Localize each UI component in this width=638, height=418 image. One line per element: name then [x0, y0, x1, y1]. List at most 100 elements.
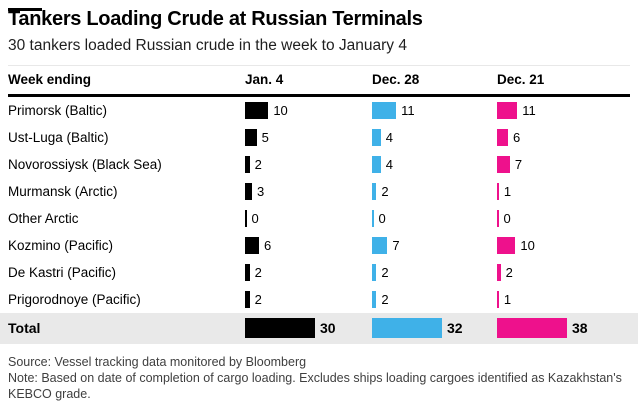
- bar-value-label: 7: [392, 237, 400, 253]
- total-row-label: Total: [8, 320, 41, 337]
- bar-cell: 2: [245, 290, 372, 308]
- table-row: Other Arctic 0 0 0: [8, 205, 630, 232]
- row-label: De Kastri (Pacific): [8, 264, 117, 280]
- bar-cell: 7: [372, 236, 497, 254]
- bar: [372, 263, 377, 281]
- top-accent-line: [8, 8, 42, 11]
- bar-cell: 1: [497, 290, 630, 308]
- row-label: Other Arctic: [8, 210, 79, 226]
- bar-cell: 6: [497, 128, 630, 146]
- bar: [245, 236, 259, 254]
- bar: [245, 209, 247, 227]
- note-text: Note: Based on date of completion of car…: [8, 370, 622, 401]
- bar: [245, 128, 257, 146]
- chart-subtitle: 30 tankers loaded Russian crude in the w…: [8, 37, 407, 54]
- bar-cell: 0: [245, 209, 372, 227]
- bar-value-label: 2: [381, 183, 389, 199]
- bar-value-label: 2: [381, 291, 389, 307]
- bar-value-label: 1: [503, 183, 512, 199]
- column-header-week-ending: Week ending: [8, 72, 92, 88]
- bar-cell: 30: [245, 318, 372, 339]
- total-row: Total 30 32 38: [0, 312, 638, 344]
- bar: [497, 290, 499, 308]
- bar-value-label: 5: [261, 129, 269, 145]
- bar: [497, 155, 510, 173]
- bar: [372, 318, 442, 339]
- bar-value-label: 10: [273, 102, 288, 118]
- bar: [497, 236, 516, 254]
- bar: [245, 101, 269, 119]
- bar: [372, 209, 374, 227]
- table-row: Murmansk (Arctic) 3 2 1: [8, 178, 630, 205]
- bar-value-label: 11: [522, 102, 536, 118]
- bar-cell: 11: [497, 101, 630, 119]
- bar-value-label: 2: [505, 264, 513, 280]
- bar: [245, 263, 250, 281]
- source-text: Source: Vessel tracking data monitored b…: [8, 354, 307, 369]
- bar: [245, 182, 252, 200]
- bar-cell: 10: [245, 101, 372, 119]
- bar-value-label: 38: [572, 320, 588, 337]
- bar-value-label: 6: [264, 237, 272, 253]
- bar-value-label: 6: [513, 129, 521, 145]
- bar: [497, 128, 509, 146]
- bar-cell: 4: [372, 155, 497, 173]
- bar-cell: 11: [372, 101, 497, 119]
- bar-cell: 0: [372, 209, 497, 227]
- bar-cell: 5: [245, 128, 372, 146]
- bar-value-label: 4: [385, 156, 393, 172]
- bar-cell: 38: [497, 318, 630, 339]
- bar-value-label: 2: [381, 264, 389, 280]
- bar-value-label: 3: [257, 183, 265, 199]
- bar: [497, 182, 499, 200]
- row-label: Murmansk (Arctic): [8, 183, 118, 199]
- bar-cell: 3: [245, 182, 372, 200]
- bar: [497, 263, 501, 281]
- bar-value-label: 0: [503, 210, 511, 226]
- bar: [245, 290, 250, 308]
- bar-cell: 2: [245, 263, 372, 281]
- bar: [372, 236, 388, 254]
- table-row: Novorossiysk (Black Sea) 2 4 7: [8, 151, 630, 178]
- bar: [497, 101, 518, 119]
- bar: [372, 101, 397, 119]
- bar: [372, 128, 381, 146]
- table-row: Prigorodnoye (Pacific) 2 2 1: [8, 286, 630, 313]
- bar: [372, 155, 381, 173]
- bar: [245, 155, 250, 173]
- bar-cell: 2: [497, 263, 630, 281]
- chart-card: Tankers Loading Crude at Russian Termina…: [0, 8, 638, 402]
- bar-cell: 7: [497, 155, 630, 173]
- bar-cell: 32: [372, 318, 497, 339]
- bar: [497, 318, 567, 339]
- bar-cell: 4: [372, 128, 497, 146]
- bar-cell: 10: [497, 236, 630, 254]
- chart-title: Tankers Loading Crude at Russian Termina…: [8, 8, 423, 30]
- column-header-dec-21: Dec. 21: [497, 72, 545, 88]
- bar-value-label: 10: [520, 237, 535, 253]
- table-row: De Kastri (Pacific) 2 2 2: [8, 259, 630, 286]
- bar: [497, 209, 499, 227]
- table-row: Ust-Luga (Baltic) 5 4 6: [8, 124, 630, 151]
- bar-value-label: 32: [447, 320, 463, 337]
- bar-cell: 0: [497, 209, 630, 227]
- bar-value-label: 0: [251, 210, 259, 226]
- bar: [372, 290, 377, 308]
- table-row: Primorsk (Baltic) 10 11 11: [8, 97, 630, 124]
- bar-cell: 6: [245, 236, 372, 254]
- bar-value-label: 2: [254, 264, 262, 280]
- bar-value-label: 11: [401, 102, 415, 118]
- row-label: Primorsk (Baltic): [8, 102, 108, 118]
- bar-cell: 2: [245, 155, 372, 173]
- row-label: Ust-Luga (Baltic): [8, 129, 109, 145]
- column-header-jan-4: Jan. 4: [245, 72, 284, 88]
- bar-cell: 2: [372, 263, 497, 281]
- row-label: Prigorodnoye (Pacific): [8, 291, 141, 307]
- row-label: Kozmino (Pacific): [8, 237, 114, 253]
- bar-value-label: 2: [254, 291, 262, 307]
- bar-value-label: 0: [378, 210, 386, 226]
- table-header-row: Week ending Jan. 4 Dec. 28 Dec. 21: [8, 64, 630, 97]
- tanker-table: Week ending Jan. 4 Dec. 28 Dec. 21 Primo…: [0, 64, 638, 344]
- bar: [245, 318, 315, 339]
- column-header-dec-28: Dec. 28: [372, 72, 420, 88]
